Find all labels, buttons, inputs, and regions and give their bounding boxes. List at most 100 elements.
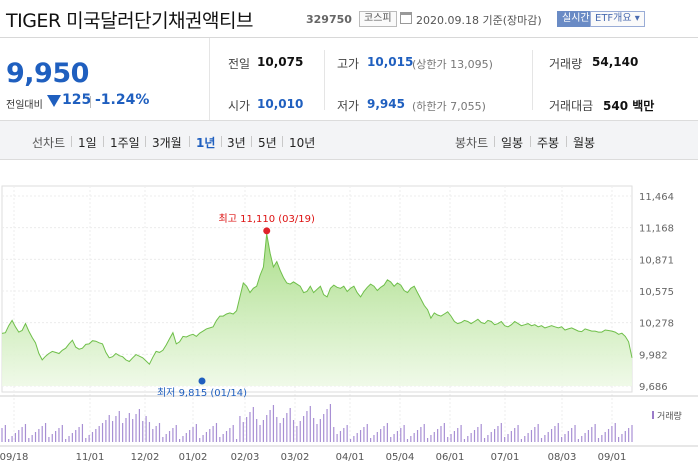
period-3y[interactable]: 3년 [227,136,246,150]
volume-bar [239,416,241,442]
volume-bar [390,437,392,442]
volume-bar [349,439,352,442]
volume-bar [614,423,616,442]
volume-bar [494,429,496,442]
period-divider [282,136,283,147]
volume-bar [212,426,214,442]
volume-bar [199,438,201,442]
volume-bar [443,423,445,442]
volume-bar [567,431,569,442]
volume-bar [393,434,395,442]
candle-weekly[interactable]: 주봉 [537,136,560,150]
volume-bar [473,430,476,442]
volume-bar [34,432,37,442]
volume-bar [587,430,590,442]
prev-close-label: 전일 [228,57,251,71]
volume-bar [366,424,368,442]
volume-bar [256,419,258,442]
volume-bar [604,432,606,442]
volume-bar [353,436,355,442]
volume-bar [259,425,261,442]
volume-bar [383,426,385,442]
volume-bar [380,429,382,442]
volume-bar [105,420,107,442]
low-label: 저가 [337,99,360,113]
candle-daily[interactable]: 일봉 [501,136,524,150]
volume-bar [487,435,489,442]
volume-bar [507,434,509,442]
volume-bar [135,414,137,442]
volume-bar [457,428,459,442]
high-value: 10,015 [367,55,414,69]
volume-bar [420,427,422,442]
max-label: 최고 11,110 (03/19) [219,213,315,225]
x-tick-label: 01/02 [179,452,208,463]
volume-bar [309,406,311,442]
volume-bar [346,425,348,442]
period-5y[interactable]: 5년 [258,136,277,150]
volume-bar [266,415,268,442]
volume-bar [597,438,600,442]
etf-overview-dropdown[interactable]: ETF개요 ▾ [590,11,645,27]
volume-bar [128,413,130,442]
amount-value: 540 백만 [603,99,655,113]
volume-bar [209,429,211,442]
volume-bar [433,432,435,442]
price-chart[interactable]: 11,464 11,168 10,871 10,575 10,278 9,982 9,686… [0,160,698,476]
price-area [2,233,632,386]
volume-bar [95,429,97,442]
period-1d[interactable]: 1일 [78,136,97,150]
volume-bar [416,430,419,442]
volume-bar [316,424,318,442]
volume-bar [125,418,127,442]
volume-bar [88,435,90,442]
volume-bar [172,428,174,442]
volume-bar [313,418,315,442]
prev-close-value: 10,075 [257,55,304,69]
volume-legend-swatch [652,411,654,419]
volume-bar [205,432,208,442]
calendar-icon [400,12,412,24]
volume-bar [18,430,20,442]
volume-value: 54,140 [592,55,639,69]
volume-bar [162,437,164,442]
volume-bar [299,421,301,442]
volume-bar [132,419,134,442]
price-chart-svg[interactable]: 11,464 11,168 10,871 10,575 10,278 9,982 9,686… [0,160,698,476]
volume-bar [631,425,633,442]
volume-bar [8,439,10,442]
volume-bar [504,437,506,442]
volume-bar [463,439,466,442]
x-tick-label: 08/03 [548,452,577,463]
candle-chart-label: 봉차트 [455,136,489,150]
volume-bar [232,425,234,442]
volume-bar [319,419,321,442]
period-3m[interactable]: 3개월 [152,136,182,150]
volume-bar [68,436,70,442]
volume-bar [44,423,47,442]
volume-bar [544,435,546,442]
volume-bar [21,427,23,442]
period-1w[interactable]: 1주일 [110,136,140,150]
volume-bar [246,417,248,442]
period-10y[interactable]: 10년 [289,136,316,150]
volume-bar [480,424,482,442]
volume-bar [400,428,402,442]
stock-header: TIGER 미국달러단기채권액티브 329750 코스피 2020.09.18 … [0,0,698,38]
candle-monthly[interactable]: 월봉 [573,136,596,150]
volume-bar [564,434,566,442]
realtime-button[interactable]: 실시간 [557,11,595,27]
volume-bar [557,423,559,442]
volume-bar [65,439,67,442]
volume-bar [91,432,94,442]
volume-bar [1,428,3,442]
max-marker [263,227,271,235]
volume-bar [165,434,167,442]
volume-bar [450,434,452,442]
low-value: 9,945 [367,97,405,111]
volume-bar [577,439,579,442]
period-1y[interactable]: 1년 [196,136,216,150]
stock-code: 329750 [306,13,352,26]
stock-title: TIGER 미국달러단기채권액티브 [6,10,253,32]
volume-bar [111,421,114,442]
